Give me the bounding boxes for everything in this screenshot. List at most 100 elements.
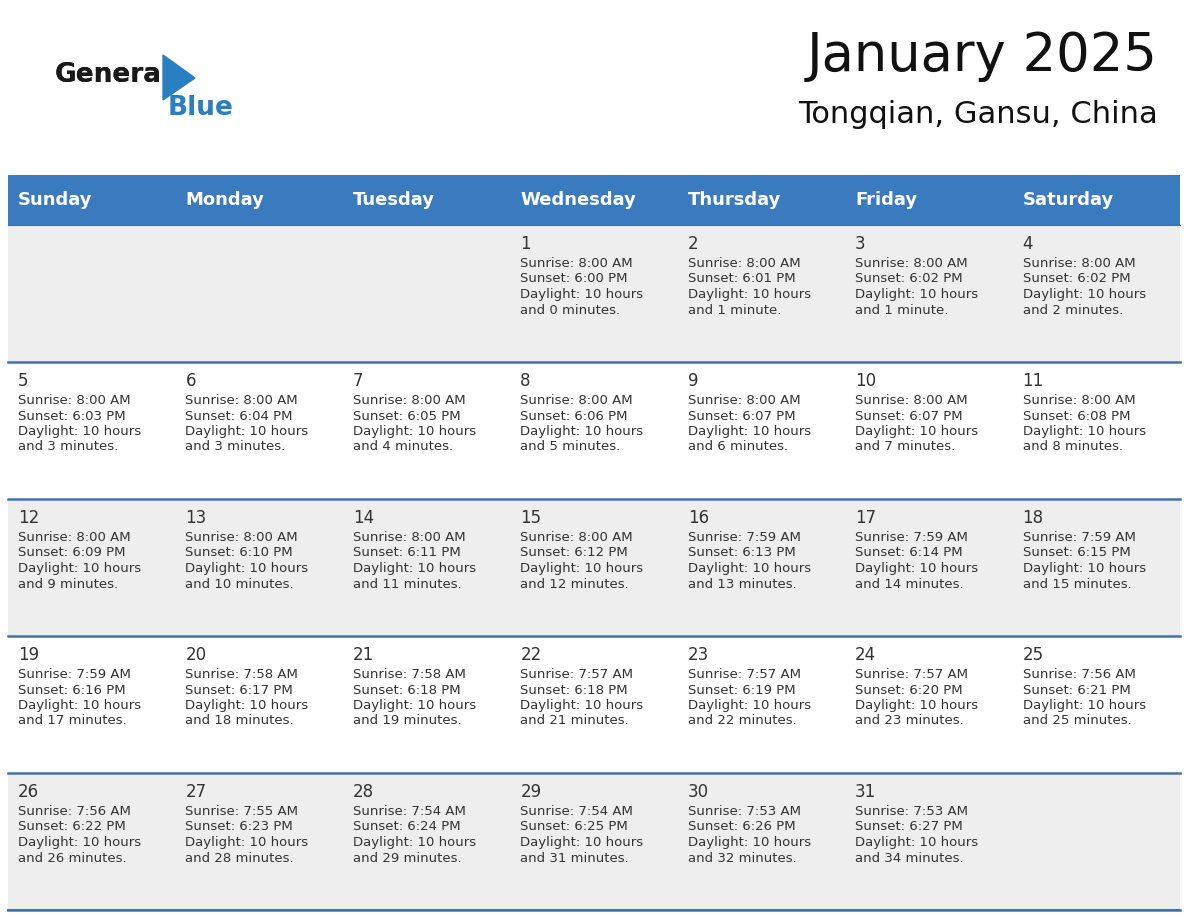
Text: Thursday: Thursday	[688, 191, 781, 209]
Text: Sunset: 6:13 PM: Sunset: 6:13 PM	[688, 546, 796, 559]
Text: 2: 2	[688, 235, 699, 253]
Text: Blue: Blue	[168, 95, 234, 121]
Text: 13: 13	[185, 509, 207, 527]
Text: and 13 minutes.: and 13 minutes.	[688, 577, 796, 590]
Text: and 28 minutes.: and 28 minutes.	[185, 852, 295, 865]
Text: and 7 minutes.: and 7 minutes.	[855, 441, 955, 453]
Text: and 25 minutes.: and 25 minutes.	[1023, 714, 1131, 727]
Text: 8: 8	[520, 372, 531, 390]
Text: and 21 minutes.: and 21 minutes.	[520, 714, 628, 727]
Text: 10: 10	[855, 372, 877, 390]
Text: and 32 minutes.: and 32 minutes.	[688, 852, 796, 865]
Text: Sunset: 6:07 PM: Sunset: 6:07 PM	[688, 409, 795, 422]
Text: Sunset: 6:00 PM: Sunset: 6:00 PM	[520, 273, 627, 285]
Text: Daylight: 10 hours: Daylight: 10 hours	[520, 425, 644, 438]
Text: Sunrise: 7:56 AM: Sunrise: 7:56 AM	[18, 805, 131, 818]
Text: 16: 16	[688, 509, 709, 527]
Text: 28: 28	[353, 783, 374, 801]
Text: Sunrise: 7:57 AM: Sunrise: 7:57 AM	[855, 668, 968, 681]
Text: Daylight: 10 hours: Daylight: 10 hours	[688, 699, 811, 712]
Text: Sunrise: 7:59 AM: Sunrise: 7:59 AM	[688, 531, 801, 544]
Text: Tuesday: Tuesday	[353, 191, 435, 209]
Text: Daylight: 10 hours: Daylight: 10 hours	[688, 288, 811, 301]
Text: and 9 minutes.: and 9 minutes.	[18, 577, 118, 590]
Text: Sunset: 6:09 PM: Sunset: 6:09 PM	[18, 546, 126, 559]
Text: Daylight: 10 hours: Daylight: 10 hours	[1023, 425, 1145, 438]
Text: and 2 minutes.: and 2 minutes.	[1023, 304, 1123, 317]
Text: Sunrise: 8:00 AM: Sunrise: 8:00 AM	[855, 257, 968, 270]
Text: Sunset: 6:07 PM: Sunset: 6:07 PM	[855, 409, 962, 422]
Text: 31: 31	[855, 783, 877, 801]
Text: 5: 5	[18, 372, 29, 390]
Text: Sunset: 6:01 PM: Sunset: 6:01 PM	[688, 273, 795, 285]
Text: Daylight: 10 hours: Daylight: 10 hours	[855, 836, 978, 849]
Text: Sunrise: 8:00 AM: Sunrise: 8:00 AM	[353, 394, 466, 407]
Text: and 15 minutes.: and 15 minutes.	[1023, 577, 1131, 590]
Text: Sunset: 6:02 PM: Sunset: 6:02 PM	[1023, 273, 1130, 285]
Text: Sunrise: 8:00 AM: Sunrise: 8:00 AM	[185, 394, 298, 407]
Text: Sunset: 6:22 PM: Sunset: 6:22 PM	[18, 821, 126, 834]
Text: Sunset: 6:11 PM: Sunset: 6:11 PM	[353, 546, 461, 559]
Text: Daylight: 10 hours: Daylight: 10 hours	[520, 836, 644, 849]
Text: Sunrise: 7:58 AM: Sunrise: 7:58 AM	[353, 668, 466, 681]
Text: Daylight: 10 hours: Daylight: 10 hours	[18, 562, 141, 575]
Text: Daylight: 10 hours: Daylight: 10 hours	[520, 699, 644, 712]
Text: 4: 4	[1023, 235, 1034, 253]
Text: and 34 minutes.: and 34 minutes.	[855, 852, 963, 865]
Text: Daylight: 10 hours: Daylight: 10 hours	[520, 562, 644, 575]
Text: 12: 12	[18, 509, 39, 527]
Text: Daylight: 10 hours: Daylight: 10 hours	[18, 836, 141, 849]
Bar	[8, 225, 1180, 362]
Text: and 23 minutes.: and 23 minutes.	[855, 714, 963, 727]
Text: Sunset: 6:23 PM: Sunset: 6:23 PM	[185, 821, 293, 834]
Text: Sunset: 6:02 PM: Sunset: 6:02 PM	[855, 273, 962, 285]
Text: 24: 24	[855, 646, 877, 664]
Text: Sunset: 6:10 PM: Sunset: 6:10 PM	[185, 546, 293, 559]
Text: Daylight: 10 hours: Daylight: 10 hours	[18, 699, 141, 712]
Text: Sunset: 6:06 PM: Sunset: 6:06 PM	[520, 409, 627, 422]
Text: Daylight: 10 hours: Daylight: 10 hours	[353, 836, 476, 849]
Text: Daylight: 10 hours: Daylight: 10 hours	[1023, 562, 1145, 575]
Text: and 0 minutes.: and 0 minutes.	[520, 304, 620, 317]
Text: Sunrise: 8:00 AM: Sunrise: 8:00 AM	[1023, 394, 1136, 407]
Bar	[8, 175, 1180, 225]
Text: Daylight: 10 hours: Daylight: 10 hours	[185, 562, 309, 575]
Text: Daylight: 10 hours: Daylight: 10 hours	[185, 836, 309, 849]
Text: Sunrise: 7:57 AM: Sunrise: 7:57 AM	[520, 668, 633, 681]
Text: Sunset: 6:25 PM: Sunset: 6:25 PM	[520, 821, 628, 834]
Text: Wednesday: Wednesday	[520, 191, 636, 209]
Text: and 19 minutes.: and 19 minutes.	[353, 714, 461, 727]
Text: and 8 minutes.: and 8 minutes.	[1023, 441, 1123, 453]
Text: Daylight: 10 hours: Daylight: 10 hours	[855, 425, 978, 438]
Text: Daylight: 10 hours: Daylight: 10 hours	[855, 562, 978, 575]
Text: and 22 minutes.: and 22 minutes.	[688, 714, 796, 727]
Text: Sunrise: 8:00 AM: Sunrise: 8:00 AM	[688, 257, 801, 270]
Text: Daylight: 10 hours: Daylight: 10 hours	[855, 699, 978, 712]
Text: Sunrise: 8:00 AM: Sunrise: 8:00 AM	[18, 394, 131, 407]
Text: Sunrise: 8:00 AM: Sunrise: 8:00 AM	[353, 531, 466, 544]
Text: Sunset: 6:20 PM: Sunset: 6:20 PM	[855, 684, 962, 697]
Text: Daylight: 10 hours: Daylight: 10 hours	[1023, 699, 1145, 712]
Text: Sunset: 6:05 PM: Sunset: 6:05 PM	[353, 409, 461, 422]
Polygon shape	[163, 55, 195, 100]
Text: Sunset: 6:18 PM: Sunset: 6:18 PM	[520, 684, 628, 697]
Text: Sunset: 6:15 PM: Sunset: 6:15 PM	[1023, 546, 1130, 559]
Text: and 14 minutes.: and 14 minutes.	[855, 577, 963, 590]
Text: Sunset: 6:03 PM: Sunset: 6:03 PM	[18, 409, 126, 422]
Text: Friday: Friday	[855, 191, 917, 209]
Text: and 1 minute.: and 1 minute.	[688, 304, 781, 317]
Text: 18: 18	[1023, 509, 1044, 527]
Text: Sunrise: 7:56 AM: Sunrise: 7:56 AM	[1023, 668, 1136, 681]
Bar	[8, 362, 1180, 499]
Text: 26: 26	[18, 783, 39, 801]
Text: and 4 minutes.: and 4 minutes.	[353, 441, 453, 453]
Text: Sunset: 6:14 PM: Sunset: 6:14 PM	[855, 546, 962, 559]
Text: Sunrise: 7:54 AM: Sunrise: 7:54 AM	[520, 805, 633, 818]
Text: Monday: Monday	[185, 191, 264, 209]
Text: Sunset: 6:08 PM: Sunset: 6:08 PM	[1023, 409, 1130, 422]
Text: 1: 1	[520, 235, 531, 253]
Text: General: General	[55, 62, 171, 88]
Text: and 18 minutes.: and 18 minutes.	[185, 714, 295, 727]
Text: 30: 30	[688, 783, 709, 801]
Text: Daylight: 10 hours: Daylight: 10 hours	[855, 288, 978, 301]
